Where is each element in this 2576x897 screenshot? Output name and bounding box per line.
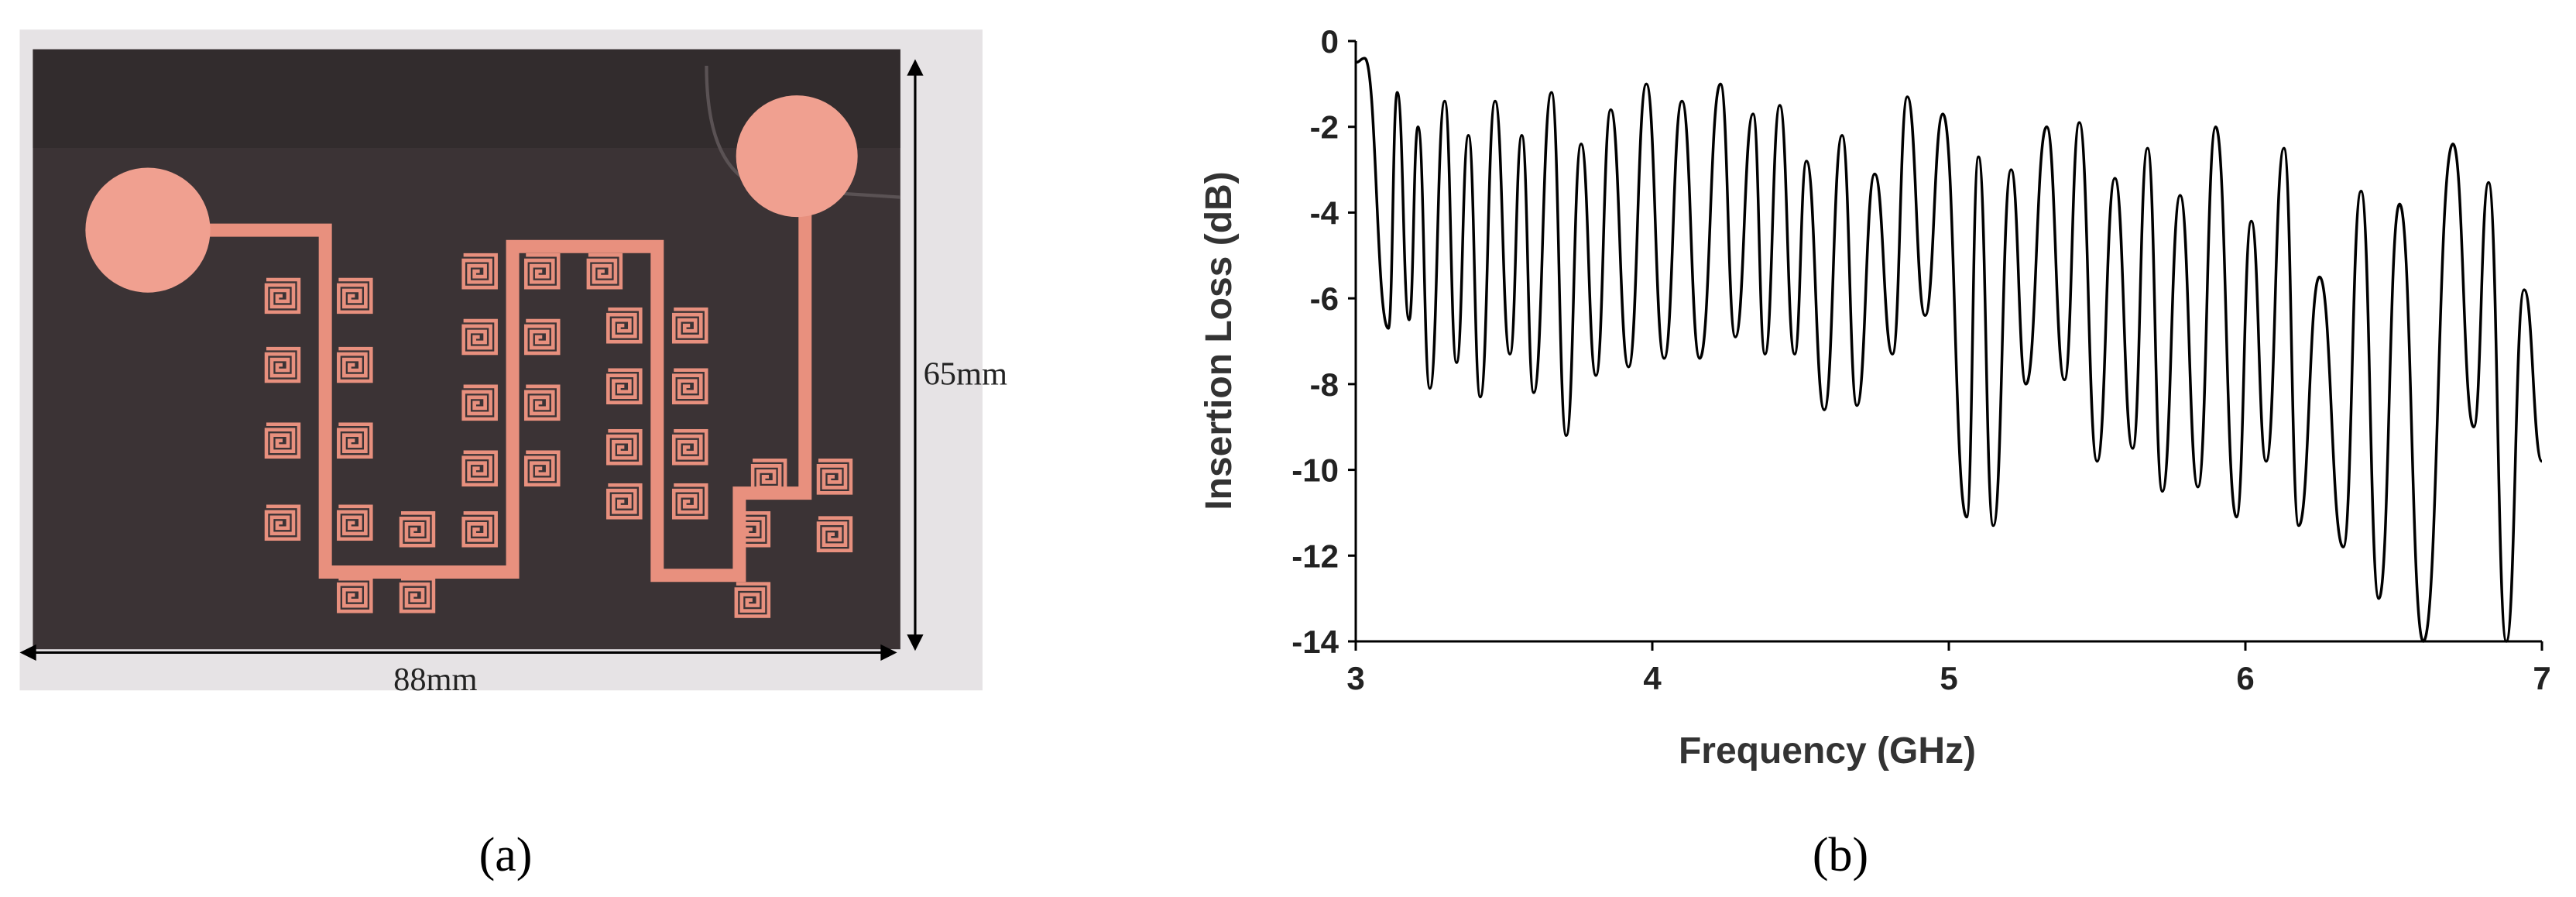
x-tick-label: 5: [1940, 660, 1957, 696]
height-label: 65mm: [924, 356, 1007, 393]
x-tick-label: 3: [1346, 660, 1364, 696]
y-tick-label: -14: [1291, 624, 1339, 660]
caption: (b): [1813, 829, 1868, 882]
pcb-photo: 65mm 88mm: [19, 29, 1007, 698]
x-tick-label: 7: [2533, 660, 2550, 696]
port-pad: [85, 167, 211, 293]
plot: 0 -2 -4 -6 -8 -10 -12 -143 4 5 6 7: [1291, 23, 2550, 696]
width-label: 88mm: [393, 662, 477, 698]
y-tick-label: -6: [1310, 280, 1339, 317]
y-axis-label: Insertion Loss (dB): [1199, 171, 1240, 510]
port-pad: [736, 95, 858, 218]
y-tick-label: 0: [1321, 23, 1339, 60]
dimension-arrows: [19, 59, 924, 662]
y-tick-label: -8: [1310, 366, 1339, 403]
x-tick-label: 6: [2236, 660, 2254, 696]
y-tick-label: -4: [1310, 194, 1339, 231]
caption: (a): [479, 829, 533, 882]
y-tick-label: -10: [1291, 452, 1339, 489]
data-line: [1355, 57, 2543, 643]
y-tick-label: -12: [1291, 538, 1339, 574]
x-axis-label: Frequency (GHz): [1679, 730, 1976, 772]
y-tick-label: -2: [1310, 109, 1339, 146]
x-tick-label: 4: [1643, 660, 1662, 696]
